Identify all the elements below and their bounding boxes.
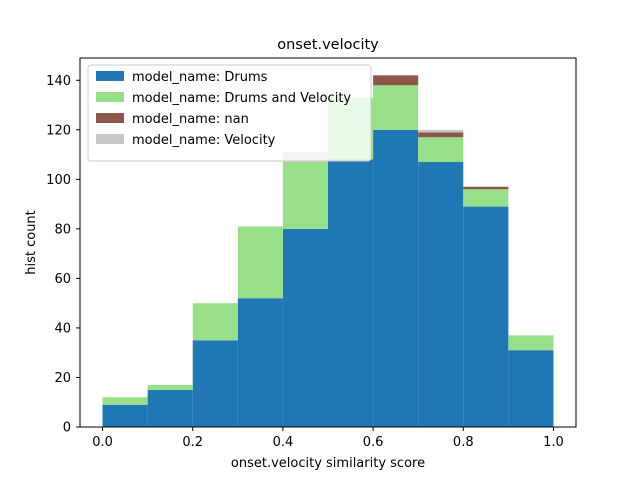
bar-series-2-bin-8: [463, 186, 509, 190]
y-axis: 0 20 40 60 80 100 120 140: [46, 74, 80, 436]
x-axis-label: onset.velocity similarity score: [231, 456, 425, 471]
y-tick-label: 20: [54, 371, 71, 386]
bar-series-1-bin-2: [192, 303, 238, 341]
bar-series-1-bin-3: [237, 226, 283, 299]
chart-title: onset.velocity: [277, 37, 379, 53]
y-tick-label: 100: [46, 173, 71, 188]
legend-swatch: [96, 71, 124, 81]
bar-series-1-bin-0: [102, 397, 148, 405]
legend-entry-label: model_name: Drums: [132, 70, 268, 85]
bar-series-0-bin-4: [282, 228, 328, 427]
legend-box: [87, 64, 372, 162]
bar-series-0-bin-8: [463, 206, 509, 427]
bar-series-0-bin-2: [192, 340, 238, 427]
bar-series-1-bin-4: [282, 162, 328, 229]
legend-entry-label: model_name: nan: [132, 112, 249, 127]
bar-series-3-bin-7: [418, 129, 464, 133]
legend-swatch: [96, 113, 124, 123]
legend-swatch: [96, 92, 124, 102]
x-tick-label: 0.8: [453, 435, 474, 450]
x-tick-label: 0.4: [273, 435, 294, 450]
bar-series-2-bin-6: [373, 75, 419, 86]
bar-series-0-bin-5: [328, 159, 374, 427]
bar-series-1-bin-9: [508, 335, 554, 351]
bar-series-2-bin-7: [418, 132, 464, 138]
bar-series-1-bin-8: [463, 189, 509, 207]
x-axis: 0.0 0.2 0.4 0.6 0.8 1.0: [92, 427, 564, 450]
bar-series-0-bin-3: [237, 298, 283, 427]
y-tick-label: 0: [63, 421, 71, 436]
y-tick-label: 140: [46, 74, 71, 89]
bar-series-0-bin-0: [102, 404, 148, 427]
legend: model_name: Drums model_name: Drums and V…: [87, 64, 372, 162]
bar-series-0-bin-9: [508, 350, 554, 427]
y-tick-label: 40: [54, 321, 71, 336]
bar-series-1-bin-6: [373, 85, 419, 130]
bar-series-0-bin-7: [418, 162, 464, 427]
x-tick-label: 0.2: [182, 435, 203, 450]
y-tick-label: 60: [54, 272, 71, 287]
x-tick-label: 0.6: [363, 435, 384, 450]
y-tick-label: 80: [54, 222, 71, 237]
y-tick-label: 120: [46, 123, 71, 138]
legend-swatch: [96, 134, 124, 144]
x-tick-label: 1.0: [543, 435, 564, 450]
legend-entry-label: model_name: Velocity: [132, 133, 276, 148]
bar-series-0-bin-1: [147, 389, 193, 427]
y-axis-label: hist count: [24, 210, 39, 275]
x-tick-label: 0.0: [92, 435, 113, 450]
bar-series-0-bin-6: [373, 129, 419, 427]
bars-layer: [102, 75, 554, 427]
bar-series-1-bin-1: [147, 384, 193, 390]
bar-series-1-bin-7: [418, 137, 464, 163]
plot-frame: [79, 57, 577, 428]
legend-entry-label: model_name: Drums and Velocity: [132, 91, 351, 106]
